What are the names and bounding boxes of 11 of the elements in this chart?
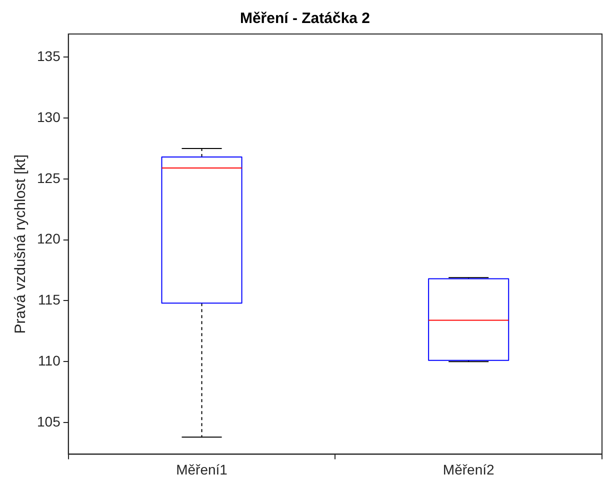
y-tick-label: 125 — [37, 170, 61, 186]
y-axis-title: Pravá vzdušná rychlost [kt] — [12, 154, 30, 334]
y-tick-label: 135 — [37, 48, 61, 64]
y-tick-label: 120 — [37, 230, 61, 247]
y-tick-label: 105 — [37, 413, 61, 430]
x-tick-label: Měření1 — [176, 461, 228, 478]
y-tick-label: 110 — [38, 352, 61, 368]
y-tick-label: 130 — [37, 108, 61, 125]
y-tick-label: 115 — [38, 292, 61, 308]
x-tick-label: Měření2 — [442, 461, 494, 478]
chart-title: Měření - Zatáčka 2 — [240, 10, 370, 28]
